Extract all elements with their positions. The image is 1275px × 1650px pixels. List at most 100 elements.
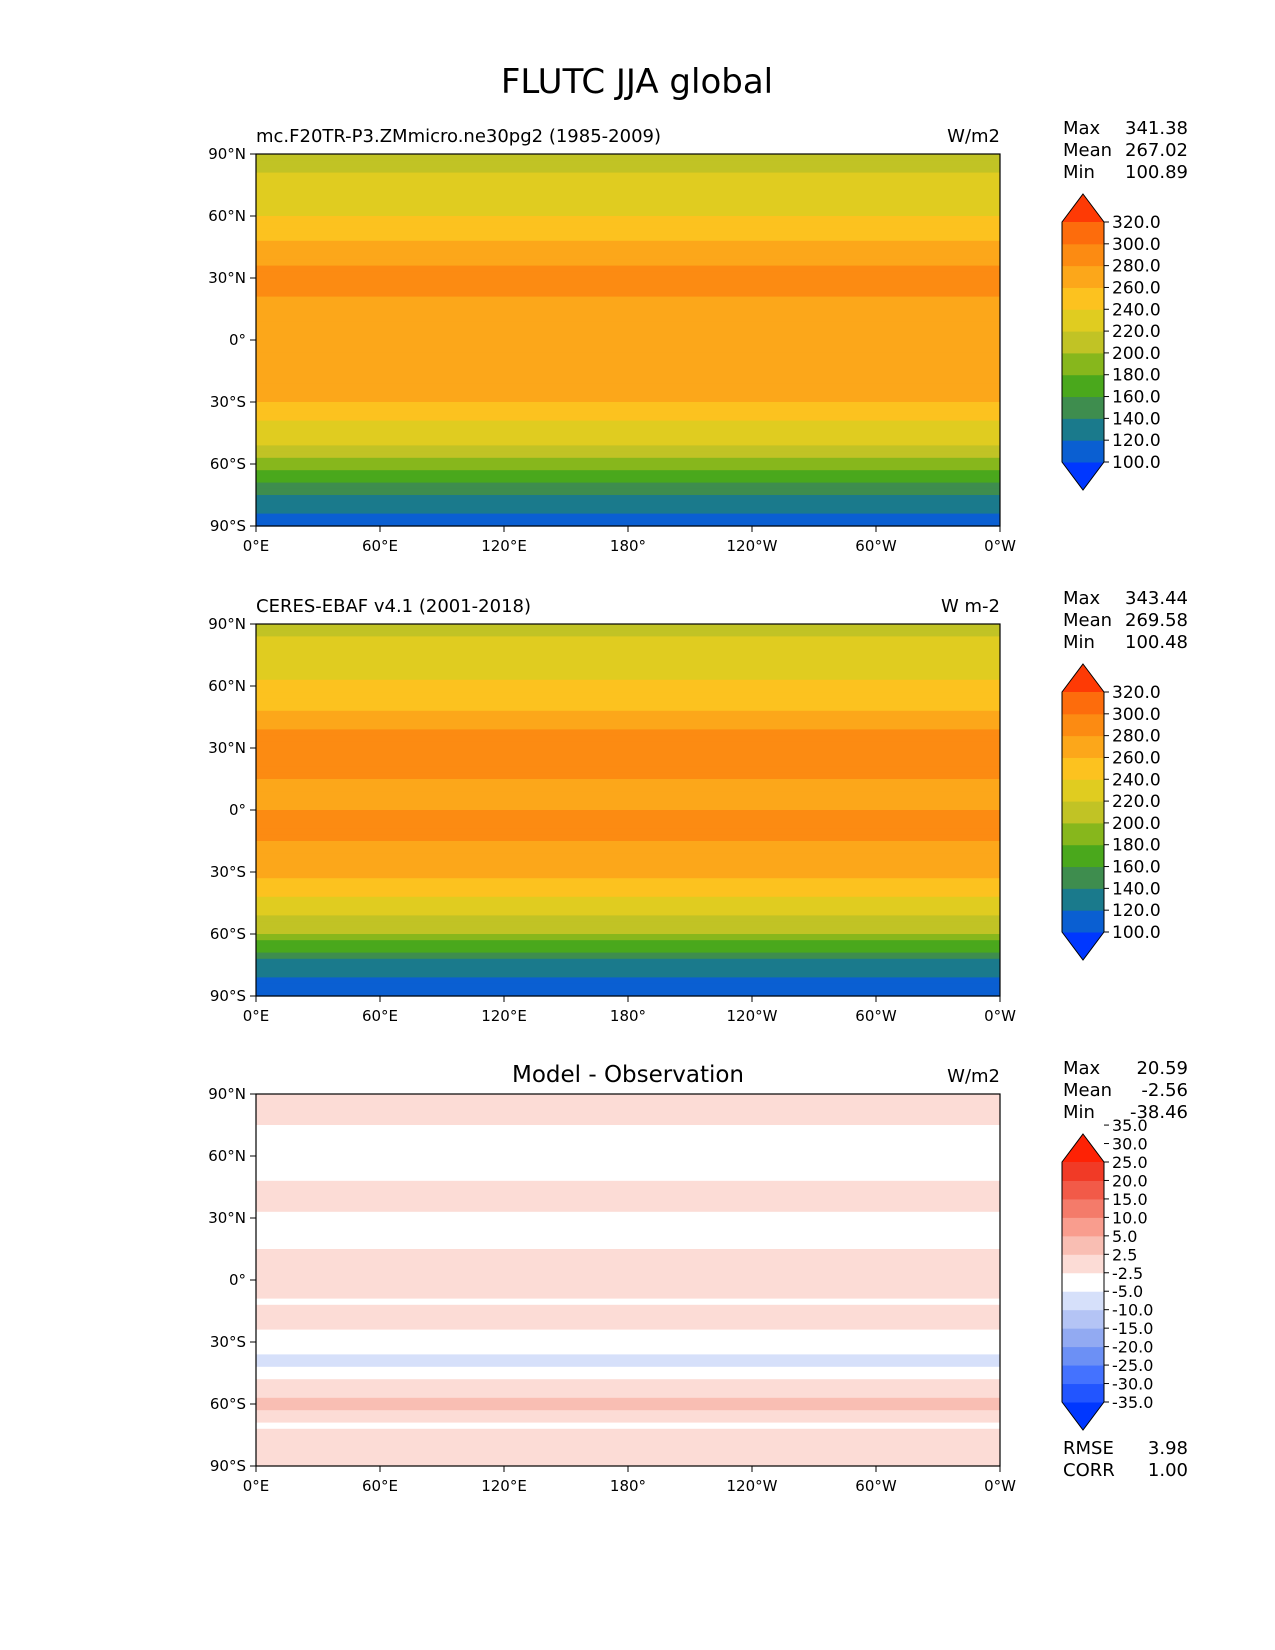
map-band xyxy=(256,754,1000,761)
chart-panel-3: Model - Observation W/m2 0°E 60°E 120°E 180° 1… xyxy=(208,1058,1188,1495)
colorbar-tick-label: 100.0 xyxy=(1112,453,1161,473)
colorbar-swatch xyxy=(1062,331,1104,354)
map-band xyxy=(256,470,1000,477)
map-band xyxy=(256,1459,1000,1467)
colorbar-tick-label: 25.0 xyxy=(1112,1153,1148,1172)
y-tick-label: 60°N xyxy=(208,1147,246,1165)
map-band xyxy=(256,934,1000,941)
map-band xyxy=(256,921,1000,929)
map-band xyxy=(256,822,1000,830)
map-band xyxy=(256,1236,1000,1244)
colorbar-tick-label: 2.5 xyxy=(1112,1245,1137,1264)
map-band xyxy=(256,464,1000,471)
map-band xyxy=(256,439,1000,446)
map-band xyxy=(256,865,1000,873)
colorbar-tick-label: 10.0 xyxy=(1112,1208,1148,1227)
x-tick-label: 120°W xyxy=(727,1477,778,1495)
map-band xyxy=(256,859,1000,867)
colorbar-swatch xyxy=(1062,440,1104,463)
map-band xyxy=(256,1453,1000,1461)
map-band xyxy=(256,847,1000,854)
map-band xyxy=(256,1366,1000,1374)
panel-title: CERES-EBAF v4.1 (2001-2018) xyxy=(256,596,531,617)
map-band xyxy=(256,377,1000,384)
map-band xyxy=(256,1162,1000,1169)
stat-label: Min xyxy=(1063,1102,1095,1123)
colorbar-extend-high xyxy=(1062,664,1104,692)
map-band xyxy=(256,488,1000,496)
map-band xyxy=(256,1118,1000,1126)
map-band xyxy=(256,983,1000,991)
colorbar-swatch xyxy=(1062,1217,1104,1237)
chart-panel-1: mc.F20TR-P3.ZMmicro.ne30pg2 (1985-2009) W… xyxy=(208,118,1188,555)
x-tick-label: 120°W xyxy=(727,1007,778,1025)
colorbar: 100.0120.0140.0160.0180.0200.0220.0240.0… xyxy=(1061,193,1161,491)
y-tick-label: 30°S xyxy=(210,393,246,411)
colorbar-swatch xyxy=(1062,713,1104,737)
colorbar-extend-low xyxy=(1062,462,1104,490)
colorbar-tick-label: -30.0 xyxy=(1112,1375,1153,1394)
map-band xyxy=(256,1447,1000,1455)
map-band xyxy=(256,884,1000,892)
map-band xyxy=(256,1106,1000,1114)
map-band xyxy=(256,958,1000,966)
map-band xyxy=(256,1168,1000,1176)
map-field xyxy=(256,154,1000,527)
map-band xyxy=(256,791,1000,799)
stat-value: 267.02 xyxy=(1125,140,1188,161)
map-band xyxy=(256,346,1000,353)
map-band xyxy=(256,748,1000,755)
map-band xyxy=(256,1174,1000,1182)
map-band xyxy=(256,1199,1000,1207)
map-band xyxy=(256,692,1000,699)
stat-label: Min xyxy=(1063,632,1095,653)
map-band xyxy=(256,766,1000,774)
map-band xyxy=(256,903,1000,910)
colorbar-tick-label: -2.5 xyxy=(1112,1264,1143,1283)
y-tick-label: 30°S xyxy=(210,1333,246,1351)
x-tick-label: 60°W xyxy=(855,1007,897,1025)
colorbar-swatch xyxy=(1062,309,1104,332)
colorbar-swatch xyxy=(1062,801,1104,824)
colorbar-tick-label: 180.0 xyxy=(1112,836,1161,856)
colorbar-extend-low xyxy=(1062,1402,1104,1430)
colorbar-swatch xyxy=(1062,1162,1104,1181)
stat-value: 100.89 xyxy=(1125,162,1188,183)
colorbar-swatch xyxy=(1062,1180,1104,1200)
colorbar-tick-label: 220.0 xyxy=(1112,792,1161,812)
map-band xyxy=(256,185,1000,192)
map-band xyxy=(256,655,1000,662)
colorbar-tick-label: 20.0 xyxy=(1112,1171,1148,1190)
map-band xyxy=(256,1112,1000,1120)
stat-value: 100.48 xyxy=(1125,632,1188,653)
map-band xyxy=(256,1348,1000,1355)
map-band xyxy=(256,772,1000,780)
map-band xyxy=(256,1100,1000,1107)
colorbar-swatch xyxy=(1062,1383,1104,1403)
colorbar-swatch xyxy=(1062,735,1104,758)
map-band xyxy=(256,803,1000,811)
colorbar-swatch xyxy=(1062,844,1104,868)
y-tick-label: 60°N xyxy=(208,677,246,695)
panel-units: W m-2 xyxy=(941,596,1000,617)
y-tick-label: 60°S xyxy=(210,455,246,473)
map-band xyxy=(256,476,1000,484)
colorbar-swatch xyxy=(1062,396,1104,419)
stat-value: -2.56 xyxy=(1141,1080,1188,1101)
map-band xyxy=(256,915,1000,923)
y-tick-label: 30°S xyxy=(210,863,246,881)
map-band xyxy=(256,673,1000,681)
map-band xyxy=(256,371,1000,378)
x-tick-label: 120°E xyxy=(481,537,527,555)
map-band xyxy=(256,1360,1000,1368)
map-band xyxy=(256,1211,1000,1219)
map-band xyxy=(256,679,1000,687)
x-tick-label: 120°E xyxy=(481,1477,527,1495)
colorbar-extend-high xyxy=(1062,1134,1104,1162)
colorbar-tick-label: 300.0 xyxy=(1112,705,1161,725)
map-band xyxy=(256,630,1000,637)
map-field xyxy=(256,624,1000,997)
map-band xyxy=(256,160,1000,167)
colorbar-tick-label: -20.0 xyxy=(1112,1338,1153,1357)
colorbar-tick-label: 35.0 xyxy=(1112,1116,1148,1135)
